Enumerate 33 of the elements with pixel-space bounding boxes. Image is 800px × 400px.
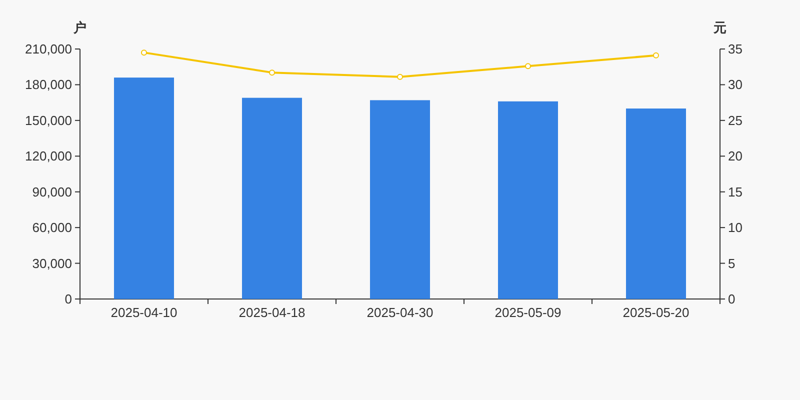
y-axis-title: 户 bbox=[72, 20, 86, 35]
y2-tick-label: 25 bbox=[728, 112, 742, 128]
y-tick-label: 180,000 bbox=[25, 77, 72, 92]
bar bbox=[114, 78, 174, 299]
y-tick-label: 30,000 bbox=[32, 256, 72, 271]
y-tick-label: 210,000 bbox=[25, 42, 72, 56]
point bbox=[653, 52, 659, 58]
point bbox=[269, 70, 275, 76]
y2-tick-label: 20 bbox=[728, 148, 742, 164]
bar bbox=[626, 108, 686, 299]
y2-tick-label: 30 bbox=[728, 77, 742, 92]
y2-tick-label: 0 bbox=[728, 292, 736, 306]
y2-tick-label: 5 bbox=[728, 256, 736, 271]
y-tick-label: 60,000 bbox=[32, 220, 72, 236]
x-tick-label: 2025-05-20 bbox=[622, 305, 690, 320]
point bbox=[525, 63, 531, 70]
y2-tick-label: 15 bbox=[728, 184, 742, 200]
bar bbox=[370, 100, 430, 299]
x-tick-label: 2025-04-18 bbox=[238, 305, 306, 320]
y-tick-label: 90,000 bbox=[32, 184, 72, 200]
y2-tick-label: 10 bbox=[728, 220, 742, 236]
x-tick-label: 2025-05-09 bbox=[494, 305, 562, 320]
x-tick-label: 2025-04-30 bbox=[366, 305, 434, 320]
y-tick-label: 0 bbox=[64, 292, 72, 306]
point bbox=[141, 50, 147, 56]
x-tick-label: 2025-04-10 bbox=[110, 305, 178, 320]
bar bbox=[498, 101, 558, 299]
y-tick-label: 150,000 bbox=[25, 112, 72, 128]
bar bbox=[242, 98, 302, 299]
point bbox=[397, 74, 403, 80]
y-tick-label: 120,000 bbox=[25, 148, 72, 164]
y2-axis-title: 元 bbox=[712, 20, 726, 35]
y2-tick-label: 35 bbox=[728, 42, 742, 56]
